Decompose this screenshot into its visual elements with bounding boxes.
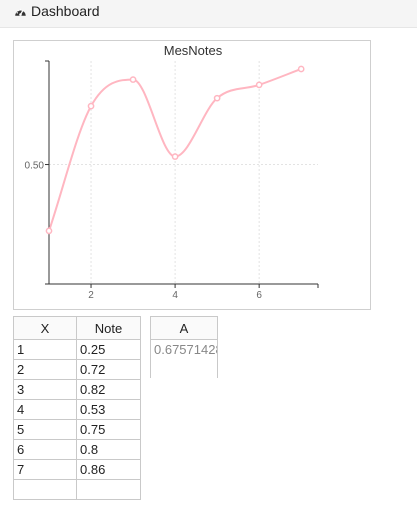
x-cell[interactable]: 6	[13, 439, 77, 460]
chart-title: MesNotes	[164, 43, 223, 58]
y-tick-label: 0.50	[25, 161, 45, 172]
line-chart: MesNotes 2 4 6 0.50	[25, 43, 319, 301]
data-point[interactable]	[255, 81, 263, 89]
table-row[interactable]: 1 0.25	[13, 339, 141, 360]
table-row[interactable]: 7 0.86	[13, 459, 141, 480]
table-row[interactable]: 2 0.72	[13, 359, 141, 380]
note-cell[interactable]: 0.82	[76, 379, 141, 400]
data-point[interactable]	[87, 102, 95, 110]
x-cell[interactable]	[13, 479, 77, 500]
column-header-x[interactable]: X	[13, 316, 77, 340]
column-header-a[interactable]: A	[150, 316, 218, 340]
x-tick-label: 2	[88, 290, 94, 301]
table-row[interactable]: 6 0.8	[13, 439, 141, 460]
x-cell[interactable]: 7	[13, 459, 77, 480]
note-cell[interactable]: 0.25	[76, 339, 141, 360]
x-cell[interactable]: 5	[13, 419, 77, 440]
table-row[interactable]	[13, 479, 141, 500]
chart-panel: MesNotes 2 4 6 0.50	[13, 40, 371, 310]
note-cell[interactable]: 0.8	[76, 439, 141, 460]
result-table[interactable]: A 0.67571428	[150, 316, 218, 378]
x-tick-label: 4	[172, 290, 178, 301]
dashboard-title[interactable]: Dashboard	[31, 3, 100, 19]
notes-table[interactable]: X Note 1 0.25 2 0.72 3 0.82 4 0.53 5 0.75 6 0.8 7 0.8…	[13, 316, 141, 500]
table-row[interactable]: 4 0.53	[13, 399, 141, 420]
data-point[interactable]	[171, 153, 179, 160]
dashboard-header: Dashboard	[0, 0, 417, 28]
data-point[interactable]	[129, 76, 137, 83]
x-tick-label: 6	[256, 290, 262, 301]
note-cell[interactable]	[76, 479, 141, 500]
table-row[interactable]: 5 0.75	[13, 419, 141, 440]
x-cell[interactable]: 2	[13, 359, 77, 380]
note-cell[interactable]: 0.75	[76, 419, 141, 440]
data-point[interactable]	[213, 94, 221, 102]
result-cell[interactable]: 0.67571428	[150, 339, 218, 359]
note-cell[interactable]: 0.53	[76, 399, 141, 420]
table-row[interactable]: 3 0.82	[13, 379, 141, 400]
note-cell[interactable]: 0.86	[76, 459, 141, 480]
x-cell[interactable]: 4	[13, 399, 77, 420]
data-point[interactable]	[45, 227, 53, 235]
tachometer-icon	[15, 8, 26, 16]
x-cell[interactable]: 3	[13, 379, 77, 400]
x-cell[interactable]: 1	[13, 339, 77, 360]
column-header-note[interactable]: Note	[76, 316, 141, 340]
note-cell[interactable]: 0.72	[76, 359, 141, 380]
data-point[interactable]	[297, 65, 305, 73]
empty-cell[interactable]	[150, 359, 218, 378]
